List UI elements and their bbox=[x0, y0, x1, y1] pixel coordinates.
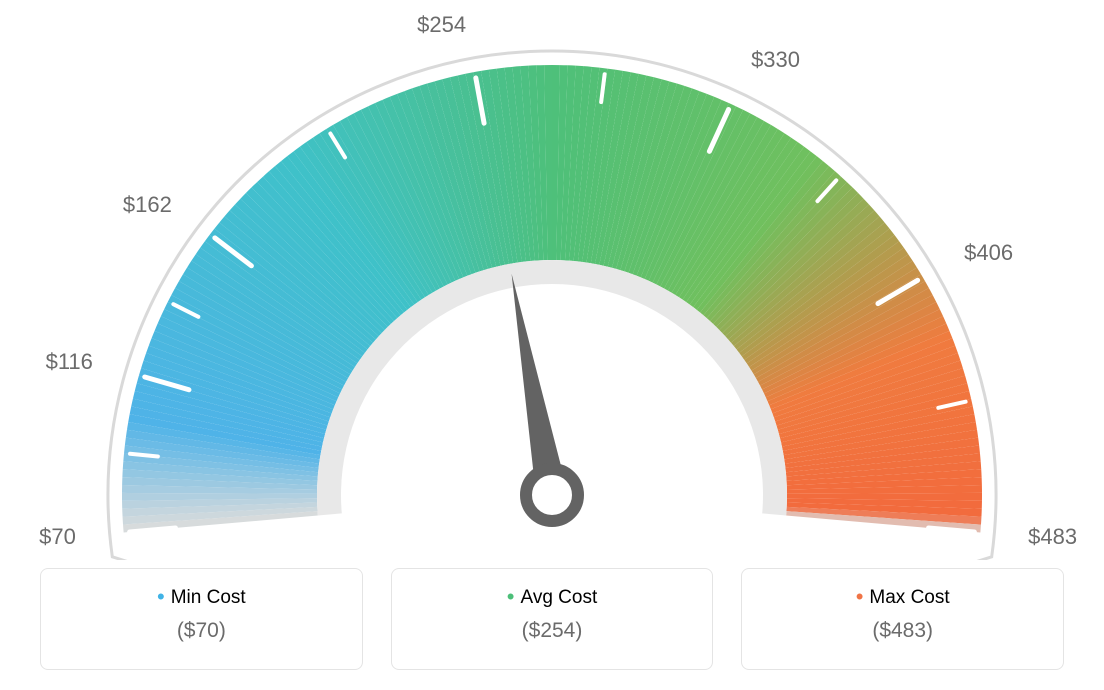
legend-value-max: ($483) bbox=[752, 619, 1053, 643]
tick-label: $162 bbox=[123, 192, 172, 218]
legend-label: Max Cost bbox=[869, 587, 949, 608]
tick-label: $116 bbox=[46, 349, 93, 375]
cost-gauge-widget: $70 $116 $162 $254 $330 $406 $483 • Min Cost ($… bbox=[0, 0, 1104, 690]
legend-value-avg: ($254) bbox=[402, 619, 703, 643]
gauge-area: $70 $116 $162 $254 $330 $406 $483 bbox=[0, 0, 1104, 560]
tick-label: $483 bbox=[1028, 524, 1077, 550]
legend-row: •Min Cost ($70) •Avg Cost ($254) •Max Co… bbox=[40, 568, 1064, 670]
dot-icon: • bbox=[507, 584, 515, 609]
legend-label: Min Cost bbox=[171, 587, 246, 608]
dot-icon: • bbox=[856, 584, 864, 609]
legend-card-min: • Min Cost ($70) bbox=[40, 568, 363, 670]
tick-label: $406 bbox=[964, 240, 1013, 266]
tick-label: $254 bbox=[417, 12, 466, 38]
legend-title-max: •Max Cost bbox=[752, 583, 1053, 609]
legend-title-min: • Min Cost bbox=[51, 583, 352, 609]
tick-label: $330 bbox=[751, 47, 800, 73]
legend-card-avg: •Avg Cost ($254) bbox=[391, 568, 714, 670]
legend-card-max: •Max Cost ($483) bbox=[741, 568, 1064, 670]
gauge-svg bbox=[0, 0, 1104, 560]
legend-label: Avg Cost bbox=[520, 587, 597, 608]
legend-value-min: ($70) bbox=[51, 619, 352, 643]
tick-label: $70 bbox=[39, 524, 76, 550]
legend-title-avg: •Avg Cost bbox=[402, 583, 703, 609]
dot-icon: • bbox=[157, 584, 165, 609]
